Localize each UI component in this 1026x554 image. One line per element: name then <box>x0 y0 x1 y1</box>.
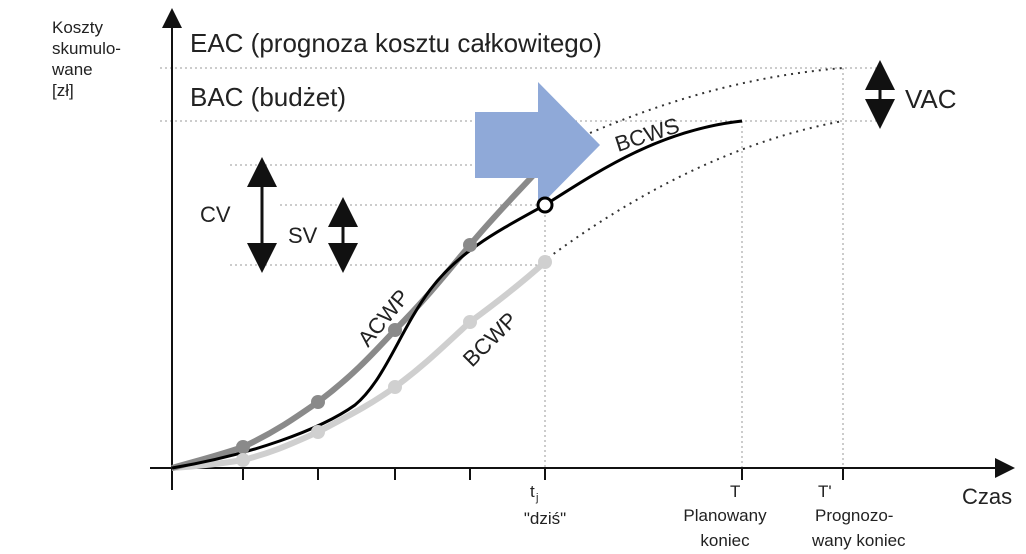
eac-forecast <box>589 67 844 134</box>
forecast-end-symbol: T' <box>818 482 832 501</box>
today-symbol: t <box>530 482 535 501</box>
guides <box>160 67 880 468</box>
eac-label: EAC (prognoza kosztu całkowitego) <box>190 28 602 58</box>
bcws-curve <box>171 119 743 470</box>
sv-label: SV <box>288 223 318 248</box>
measure-arrows <box>247 60 895 273</box>
planned-end-symbol: T <box>730 482 740 501</box>
bac-label: BAC (budżet) <box>190 82 346 112</box>
planned-end-caption: Planowany <box>683 506 767 525</box>
y-axis-label: wane <box>51 60 93 79</box>
cv-label: CV <box>200 202 231 227</box>
y-axis-label: skumulo- <box>52 39 121 58</box>
planned-end-caption: koniec <box>700 531 750 550</box>
forecast-end-caption: Prognozo- <box>815 506 893 525</box>
forecast-end-caption: wany koniec <box>811 531 906 550</box>
y-axis-label: [zł] <box>52 81 74 100</box>
today-point <box>536 196 554 214</box>
y-axis-label: Koszty <box>52 18 104 37</box>
vac-label: VAC <box>905 84 957 114</box>
point-markers <box>236 238 552 467</box>
axes <box>150 8 1015 490</box>
big-arrow <box>475 82 600 208</box>
x-axis-label: Czas <box>962 484 1012 509</box>
today-caption: "dziś" <box>524 509 566 528</box>
today-subscript: j <box>535 492 538 504</box>
